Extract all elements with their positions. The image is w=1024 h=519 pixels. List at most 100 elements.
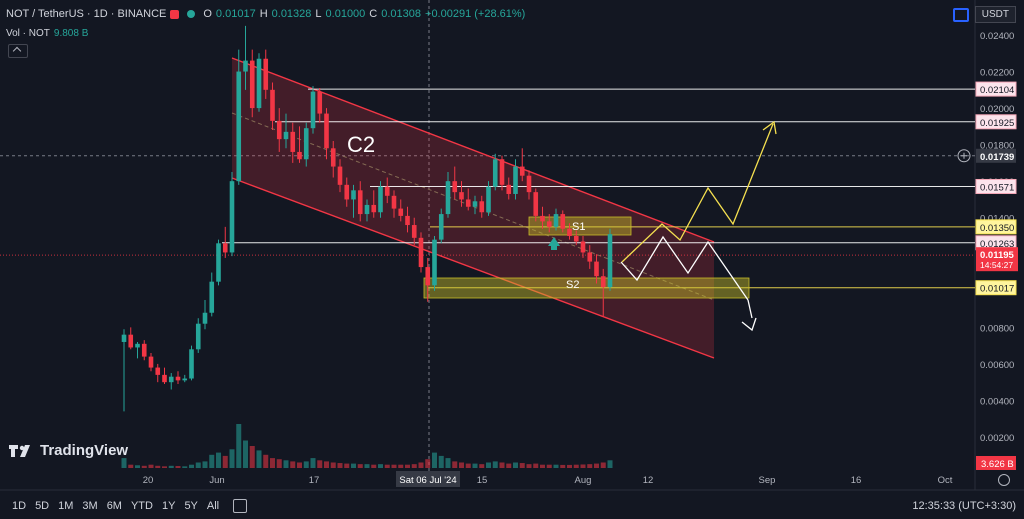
candle-body xyxy=(357,190,363,215)
x-tick-label: Oct xyxy=(938,475,953,486)
volume-bar xyxy=(330,462,336,468)
volume-bar xyxy=(594,463,599,468)
volume-bar xyxy=(243,440,248,468)
timeframe-1y[interactable]: 1Y xyxy=(161,500,176,512)
volume-bar xyxy=(216,452,221,468)
candle-body xyxy=(607,234,613,288)
timeframe-1d[interactable]: 1D xyxy=(12,500,27,512)
close-value: 0.01308 xyxy=(381,8,422,20)
volume-bar xyxy=(229,449,235,468)
timeframe-1m[interactable]: 1M xyxy=(58,500,74,512)
x-tick-label: Aug xyxy=(575,475,592,486)
annotation-c2: C2 xyxy=(347,132,375,157)
timeframe-all[interactable]: All xyxy=(206,500,220,512)
volume-bar xyxy=(357,464,363,468)
volume-bar xyxy=(533,463,539,468)
volume-bar xyxy=(418,462,424,468)
candle-body xyxy=(317,91,323,114)
level-label-text: 0.01350 xyxy=(980,223,1014,234)
candle-body xyxy=(425,267,431,286)
change-value: +0.00291 (+28.61%) xyxy=(425,8,526,20)
channel-mid-line xyxy=(231,112,715,301)
volume-bar xyxy=(499,462,505,468)
x-tick-label: Sep xyxy=(759,475,776,486)
timeframe-buttons: 1D 5D 1M 3M 6M YTD 1Y 5Y All xyxy=(12,500,219,512)
candle-body xyxy=(155,367,161,375)
candle-body xyxy=(472,201,478,207)
x-tick-label: 16 xyxy=(851,475,862,486)
low-label: L xyxy=(315,8,322,20)
candle-body xyxy=(162,374,167,383)
volume-bar xyxy=(317,460,323,468)
volume-bar xyxy=(472,463,478,468)
candle-body xyxy=(256,58,262,109)
volume-bar xyxy=(391,464,397,468)
volume-bar xyxy=(276,459,282,468)
level-label-text: 0.01571 xyxy=(980,182,1014,193)
candle-body xyxy=(587,252,593,262)
screenshot-icon[interactable] xyxy=(952,7,969,22)
level-label-box xyxy=(975,280,1017,296)
open-value: 0.01017 xyxy=(215,8,256,20)
candle-body xyxy=(168,376,174,383)
volume-bar xyxy=(513,462,518,468)
candle-body xyxy=(580,241,586,253)
candle-body xyxy=(290,131,296,152)
y-tick-label: 0.01400 xyxy=(980,214,1014,225)
timeframe-5d[interactable]: 5D xyxy=(35,500,50,512)
candle-body xyxy=(384,186,390,196)
candle-body xyxy=(560,214,566,229)
volume-bar xyxy=(607,460,613,468)
volume-bar xyxy=(256,450,262,468)
clock[interactable]: 12:35:33 (UTC+3:30) xyxy=(912,500,1016,512)
volume-badge-box xyxy=(976,456,1016,470)
channel-bottom-line xyxy=(231,177,715,359)
candle-body xyxy=(405,215,410,226)
candle-body xyxy=(499,159,505,185)
symbol-title[interactable]: NOT / TetherUS · 1D · BINANCE xyxy=(6,8,167,20)
timeframe-3m[interactable]: 3M xyxy=(82,500,98,512)
volume-bar xyxy=(351,463,356,468)
low-value: 0.01000 xyxy=(325,8,366,20)
candle-body xyxy=(492,159,498,187)
candle-body xyxy=(189,349,194,379)
level-label-box xyxy=(975,178,1017,194)
candle-body xyxy=(398,208,404,216)
volume-bar xyxy=(135,465,140,468)
candle-body xyxy=(452,181,458,193)
volume-bar xyxy=(303,461,309,468)
volume-bar xyxy=(580,464,586,468)
level-label-box xyxy=(975,81,1017,97)
y-tick-label: 0.02400 xyxy=(980,31,1014,42)
level-label-text: 0.01017 xyxy=(980,284,1014,295)
currency-button[interactable]: USDT xyxy=(974,6,1016,23)
volume-bar xyxy=(492,461,498,468)
candle-body xyxy=(243,60,248,72)
volume-bar xyxy=(222,455,228,468)
level-label-text: 0.01925 xyxy=(980,118,1014,129)
volume-bar xyxy=(155,465,161,468)
calendar-icon[interactable] xyxy=(233,499,248,513)
candle-body xyxy=(378,186,383,213)
y-tick-label: 0.02000 xyxy=(980,104,1014,115)
volume-bar xyxy=(121,458,127,468)
volume-bar xyxy=(573,464,579,468)
volume-bar xyxy=(553,464,559,468)
volume-bar xyxy=(175,466,181,468)
bullish-arrowhead-icon xyxy=(762,120,777,135)
tradingview-wordmark: TradingView xyxy=(40,442,129,459)
timeframe-6m[interactable]: 6M xyxy=(106,500,122,512)
volume-bar xyxy=(202,461,208,468)
volume-bar xyxy=(425,459,431,468)
y-tick-label: 0.00800 xyxy=(980,323,1014,334)
timeframe-ytd[interactable]: YTD xyxy=(130,500,153,512)
volume-bar xyxy=(324,461,329,468)
candle-body xyxy=(567,228,572,236)
timeframe-5y[interactable]: 5Y xyxy=(184,500,198,512)
collapse-legend-button[interactable] xyxy=(8,44,28,58)
annotation-s2: S2 xyxy=(566,279,579,291)
candle-body xyxy=(249,60,255,109)
settings-gear-icon[interactable] xyxy=(998,474,1010,486)
crosshair-price-box xyxy=(976,148,1016,163)
